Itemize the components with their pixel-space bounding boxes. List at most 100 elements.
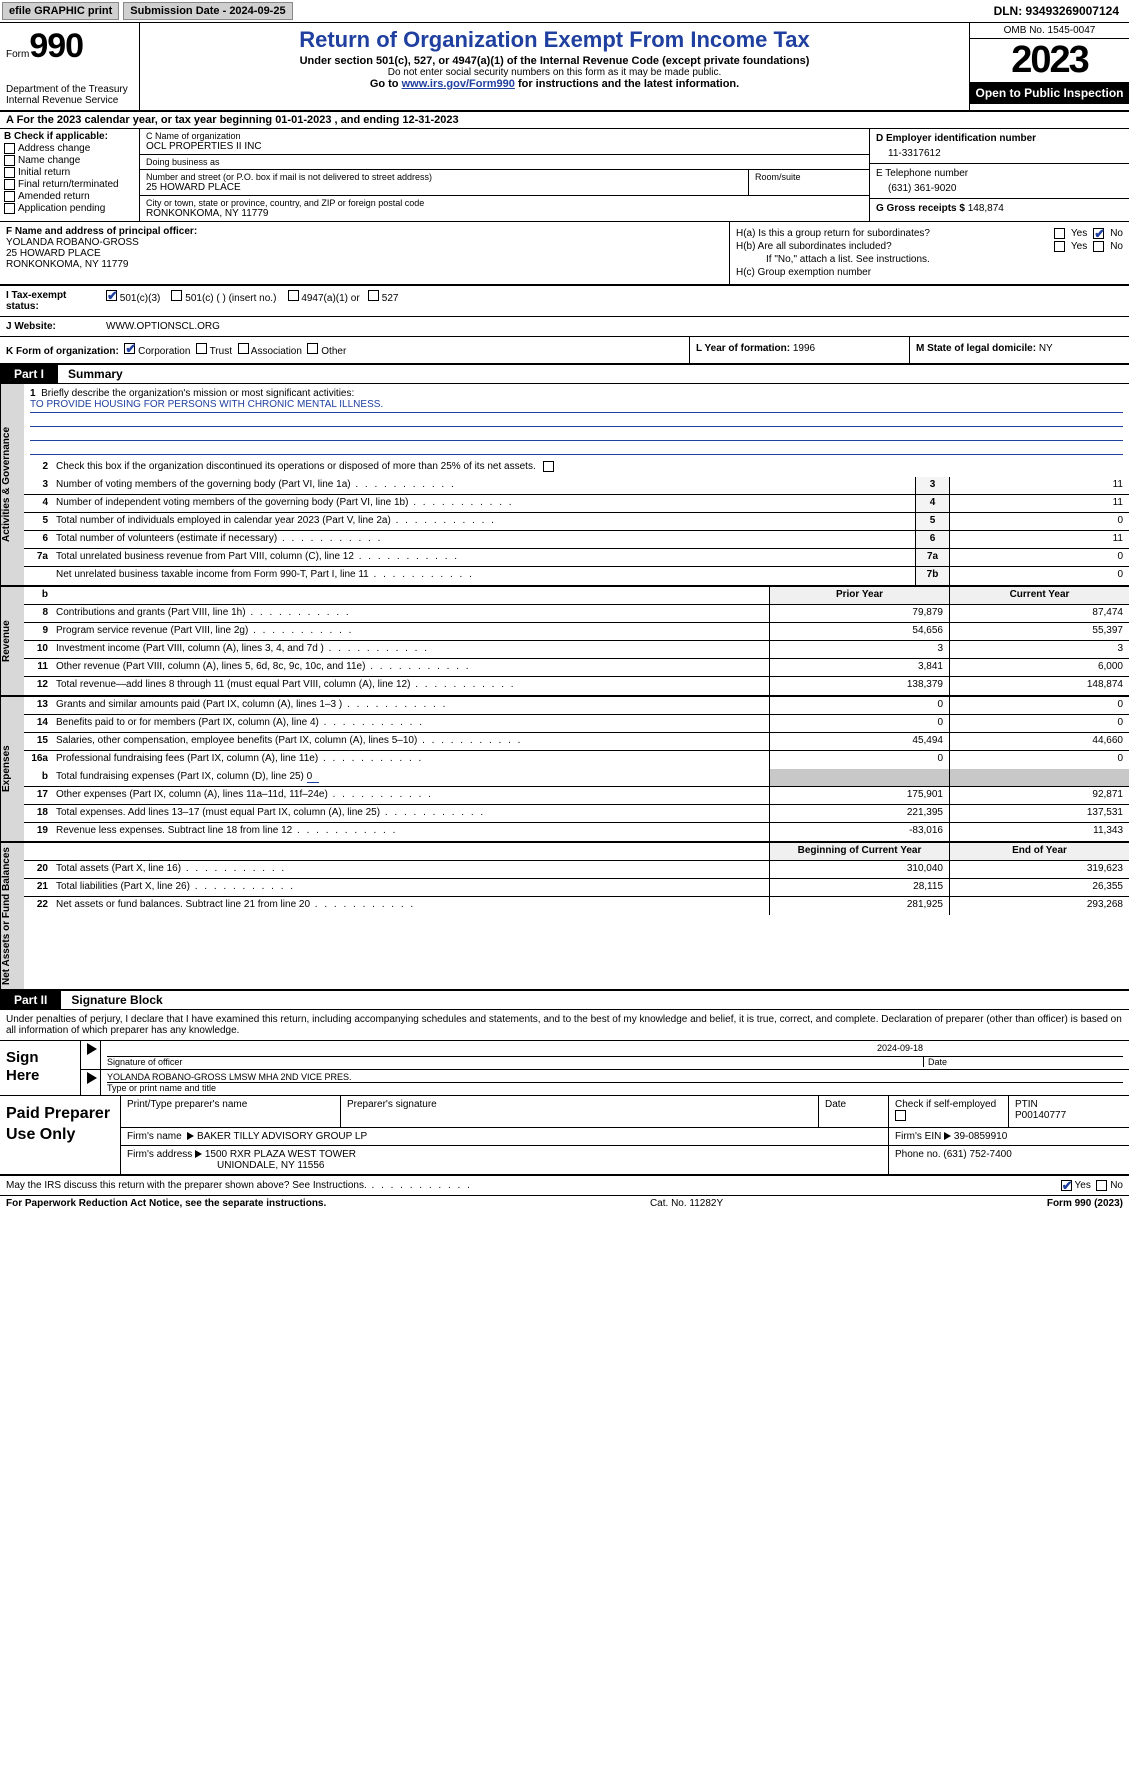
h-a-yes[interactable] bbox=[1054, 228, 1065, 239]
h-b-yes[interactable] bbox=[1054, 241, 1065, 252]
form-title-block: Return of Organization Exempt From Incom… bbox=[140, 23, 969, 110]
tax-year: 2023 bbox=[970, 39, 1129, 82]
page-footer: For Paperwork Reduction Act Notice, see … bbox=[0, 1196, 1129, 1211]
box-b: B Check if applicable: Address change Na… bbox=[0, 129, 140, 221]
chk-address-change[interactable] bbox=[4, 143, 15, 154]
chk-501c3[interactable] bbox=[106, 290, 117, 301]
prior-year-hdr: Prior Year bbox=[769, 587, 949, 604]
firm-addr2: UNIONDALE, NY 11556 bbox=[127, 1160, 882, 1171]
gross-receipts-label: G Gross receipts $ bbox=[876, 203, 965, 214]
firm-phone: (631) 752-7400 bbox=[943, 1149, 1011, 1160]
boy-hdr: Beginning of Current Year bbox=[769, 843, 949, 860]
discuss-no[interactable] bbox=[1096, 1180, 1107, 1191]
line-a-tax-year: A For the 2023 calendar year, or tax yea… bbox=[0, 112, 1129, 129]
line-21: 21Total liabilities (Part X, line 26)28,… bbox=[24, 879, 1129, 897]
line-22: 22Net assets or fund balances. Subtract … bbox=[24, 897, 1129, 915]
dba-label: Doing business as bbox=[146, 157, 863, 167]
chk-trust[interactable] bbox=[196, 343, 207, 354]
irs-label: Internal Revenue Service bbox=[6, 95, 133, 106]
line-16b-shaded-py bbox=[769, 769, 949, 786]
line-2: 2 Check this box if the organization dis… bbox=[24, 459, 1129, 477]
street-label: Number and street (or P.O. box if mail i… bbox=[146, 172, 742, 182]
box-b-header: B Check if applicable: bbox=[4, 131, 135, 142]
chk-discontinued[interactable] bbox=[543, 461, 554, 472]
arrow-icon bbox=[87, 1043, 97, 1055]
part-2-title: Signature Block bbox=[61, 993, 162, 1007]
ein-value: 11-3317612 bbox=[876, 144, 1123, 159]
row-j: J Website: WWW.OPTIONSCL.ORG bbox=[0, 317, 1129, 337]
gov-line-5: 5Total number of individuals employed in… bbox=[24, 513, 1129, 531]
section-fh: F Name and address of principal officer:… bbox=[0, 222, 1129, 285]
efile-topbar: efile GRAPHIC print Submission Date - 20… bbox=[0, 0, 1129, 23]
h-b-label: H(b) Are all subordinates included? bbox=[736, 241, 1048, 252]
section-bcdeg: B Check if applicable: Address change Na… bbox=[0, 129, 1129, 222]
chk-other[interactable] bbox=[307, 343, 318, 354]
chk-4947[interactable] bbox=[288, 290, 299, 301]
vtab-governance: Activities & Governance bbox=[0, 384, 24, 585]
chk-501c[interactable] bbox=[171, 290, 182, 301]
open-inspection: Open to Public Inspection bbox=[970, 82, 1129, 104]
gov-line-7b: Net unrelated business taxable income fr… bbox=[24, 567, 1129, 585]
street-value: 25 HOWARD PLACE bbox=[146, 182, 742, 193]
h-a-label: H(a) Is this a group return for subordin… bbox=[736, 228, 1048, 239]
type-name-label: Type or print name and title bbox=[107, 1082, 1123, 1093]
h-b-no[interactable] bbox=[1093, 241, 1104, 252]
eoy-hdr: End of Year bbox=[949, 843, 1129, 860]
chk-527[interactable] bbox=[368, 290, 379, 301]
chk-corp[interactable] bbox=[124, 343, 135, 354]
org-name-label: C Name of organization bbox=[146, 131, 863, 141]
line-19: 19Revenue less expenses. Subtract line 1… bbox=[24, 823, 1129, 841]
section-governance: Activities & Governance 1 Briefly descri… bbox=[0, 384, 1129, 587]
part-2-header: Part II Signature Block bbox=[0, 991, 1129, 1010]
mission-label: Briefly describe the organization's miss… bbox=[41, 388, 354, 399]
arrow-icon-4 bbox=[944, 1132, 951, 1140]
vtab-expenses: Expenses bbox=[0, 697, 24, 841]
mission-blank-3 bbox=[30, 441, 1123, 455]
chk-final-return[interactable] bbox=[4, 179, 15, 190]
box-f: F Name and address of principal officer:… bbox=[0, 222, 729, 284]
gov-line-6: 6Total number of volunteers (estimate if… bbox=[24, 531, 1129, 549]
section-revenue: Revenue b Prior Year Current Year 8Contr… bbox=[0, 587, 1129, 697]
gov-line-4: 4Number of independent voting members of… bbox=[24, 495, 1129, 513]
firm-ein: 39-0859910 bbox=[954, 1131, 1007, 1142]
dept-treasury: Department of the Treasury bbox=[6, 84, 133, 95]
h-a-no[interactable] bbox=[1093, 228, 1104, 239]
arrow-icon-3 bbox=[187, 1132, 194, 1140]
chk-self-employed[interactable] bbox=[895, 1110, 906, 1121]
chk-name-change[interactable] bbox=[4, 155, 15, 166]
paperwork-notice: For Paperwork Reduction Act Notice, see … bbox=[6, 1198, 326, 1209]
part-2-tab: Part II bbox=[0, 991, 61, 1009]
box-m: M State of legal domicile: NY bbox=[909, 337, 1129, 363]
sig-officer-label: Signature of officer bbox=[107, 1057, 923, 1067]
chk-assoc[interactable] bbox=[238, 343, 249, 354]
city-label: City or town, state or province, country… bbox=[146, 198, 863, 208]
current-year-hdr: Current Year bbox=[949, 587, 1129, 604]
j-label: J Website: bbox=[0, 317, 100, 336]
irs-link[interactable]: www.irs.gov/Form990 bbox=[402, 78, 515, 90]
line-16b: b Total fundraising expenses (Part IX, c… bbox=[24, 769, 1129, 787]
paid-preparer-label: Paid Preparer Use Only bbox=[0, 1096, 120, 1174]
year-block: OMB No. 1545-0047 2023 Open to Public In… bbox=[969, 23, 1129, 110]
city-value: RONKONKOMA, NY 11779 bbox=[146, 208, 863, 219]
line-14: 14Benefits paid to or for members (Part … bbox=[24, 715, 1129, 733]
form-id-block: Form990 Department of the Treasury Inter… bbox=[0, 23, 140, 110]
chk-initial-return[interactable] bbox=[4, 167, 15, 178]
officer-name: YOLANDA ROBANO-GROSS bbox=[6, 237, 723, 248]
chk-amended[interactable] bbox=[4, 191, 15, 202]
form-subtitle-1: Under section 501(c), 527, or 4947(a)(1)… bbox=[148, 55, 961, 67]
line-16a: 16aProfessional fundraising fees (Part I… bbox=[24, 751, 1129, 769]
efile-print-btn[interactable]: efile GRAPHIC print bbox=[2, 2, 119, 20]
discuss-question: May the IRS discuss this return with the… bbox=[6, 1180, 472, 1191]
section-expenses: Expenses 13Grants and similar amounts pa… bbox=[0, 697, 1129, 843]
form-subtitle-3: Go to www.irs.gov/Form990 for instructio… bbox=[148, 78, 961, 90]
discuss-row: May the IRS discuss this return with the… bbox=[0, 1176, 1129, 1196]
ptin-value: P00140777 bbox=[1015, 1110, 1123, 1121]
firm-name-label: Firm's name bbox=[127, 1131, 182, 1142]
pycy-header: b Prior Year Current Year bbox=[24, 587, 1129, 605]
form-subtitle-2: Do not enter social security numbers on … bbox=[148, 67, 961, 78]
chk-app-pending[interactable] bbox=[4, 203, 15, 214]
phone-value: (631) 361-9020 bbox=[876, 179, 1123, 194]
discuss-yes[interactable] bbox=[1061, 1180, 1072, 1191]
row-klm: K Form of organization: Corporation Trus… bbox=[0, 337, 1129, 365]
ptin-label: PTIN bbox=[1015, 1099, 1123, 1110]
